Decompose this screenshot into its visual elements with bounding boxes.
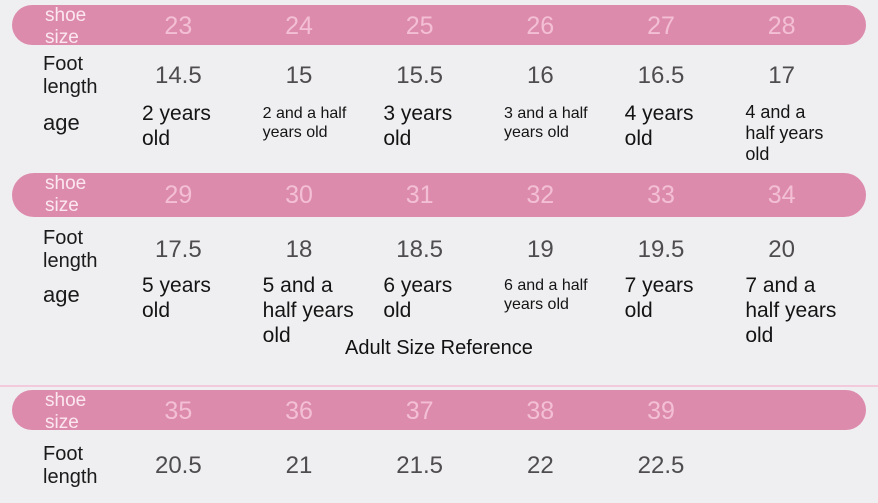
age-value: 6 and a half years old <box>503 277 588 313</box>
shoe-size-label: shoe size <box>45 390 87 433</box>
foot-length-value: 22.5 <box>637 452 685 479</box>
kids-table-2-age-row: age 5 years old 5 and a half years old 6… <box>12 274 866 348</box>
shoe-size-label: shoe size <box>45 173 87 216</box>
foot-length-value: 20.5 <box>154 452 202 479</box>
size-value: 32 <box>526 180 555 209</box>
size-value: 35 <box>164 397 193 426</box>
adult-table-foot-row: Foot length 20.5 21 21.5 22 22.5 <box>12 438 866 494</box>
foot-length-value: 16 <box>526 62 554 89</box>
foot-length-value: 17 <box>768 62 795 89</box>
size-value: 23 <box>164 12 193 41</box>
size-value: 28 <box>767 12 796 41</box>
kids-table-1-foot-row: Foot length 14.5 15 15.5 16 16.5 17 <box>12 50 866 102</box>
age-value: 3 years old <box>383 102 453 150</box>
foot-length-value: 19.5 <box>637 236 685 263</box>
size-value: 26 <box>526 12 555 41</box>
size-value: 24 <box>285 12 313 41</box>
age-value: 5 years old <box>142 274 211 322</box>
foot-length-value: 18.5 <box>396 236 444 263</box>
foot-length-value: 15 <box>285 62 313 89</box>
size-value: 27 <box>647 12 675 41</box>
age-value: 6 years old <box>383 274 453 322</box>
kids-table-2-header-bar: shoe size 29 30 31 32 33 34 <box>12 173 866 217</box>
kids-table-2-foot-row: Foot length 17.5 18 18.5 19 19.5 20 <box>12 224 866 276</box>
size-value: 31 <box>405 180 434 209</box>
adult-table-header-bar: shoe size 35 36 37 38 39 <box>12 390 866 433</box>
kids-table-1-age-row: age 2 years old 2 and a half years old 3… <box>12 102 866 166</box>
size-value: 33 <box>647 180 675 209</box>
age-value: 2 years old <box>142 102 211 150</box>
age-value: 4 years old <box>624 102 694 150</box>
age-value: 5 and a half years old <box>262 274 354 347</box>
foot-length-value: 18 <box>285 236 313 263</box>
size-value: 39 <box>647 397 675 426</box>
foot-length-label: Foot length <box>43 227 98 272</box>
size-value: 30 <box>285 180 313 209</box>
adult-size-reference-title: Adult Size Reference <box>345 337 533 359</box>
foot-length-value: 21.5 <box>396 452 444 479</box>
size-value: 25 <box>405 12 434 41</box>
size-value: 38 <box>526 397 555 426</box>
foot-length-value: 19 <box>526 236 554 263</box>
foot-length-label: Foot length <box>43 53 98 98</box>
foot-length-value: 14.5 <box>154 62 202 89</box>
kids-table-1-header-bar: shoe size 23 24 25 26 27 28 <box>12 5 866 48</box>
foot-length-value: 17.5 <box>154 236 202 263</box>
age-label: age <box>43 110 80 135</box>
section-divider <box>0 385 878 387</box>
age-value: 4 and a half years old <box>745 102 824 165</box>
age-value: 2 and a half years old <box>262 105 347 141</box>
age-label: age <box>43 282 80 307</box>
foot-length-value: 22 <box>526 452 554 479</box>
size-value: 37 <box>405 397 434 426</box>
foot-length-value: 21 <box>285 452 313 479</box>
size-value: 29 <box>164 180 193 209</box>
size-value: 34 <box>767 180 796 209</box>
foot-length-value: 15.5 <box>396 62 444 89</box>
age-value: 7 and a half years old <box>745 274 837 347</box>
age-value: 3 and a half years old <box>503 105 588 141</box>
foot-length-label: Foot length <box>43 443 98 488</box>
age-value: 7 years old <box>624 274 694 322</box>
foot-length-value: 20 <box>768 236 795 263</box>
shoe-size-label: shoe size <box>45 5 87 48</box>
foot-length-value: 16.5 <box>637 62 685 89</box>
size-value: 36 <box>285 397 313 426</box>
